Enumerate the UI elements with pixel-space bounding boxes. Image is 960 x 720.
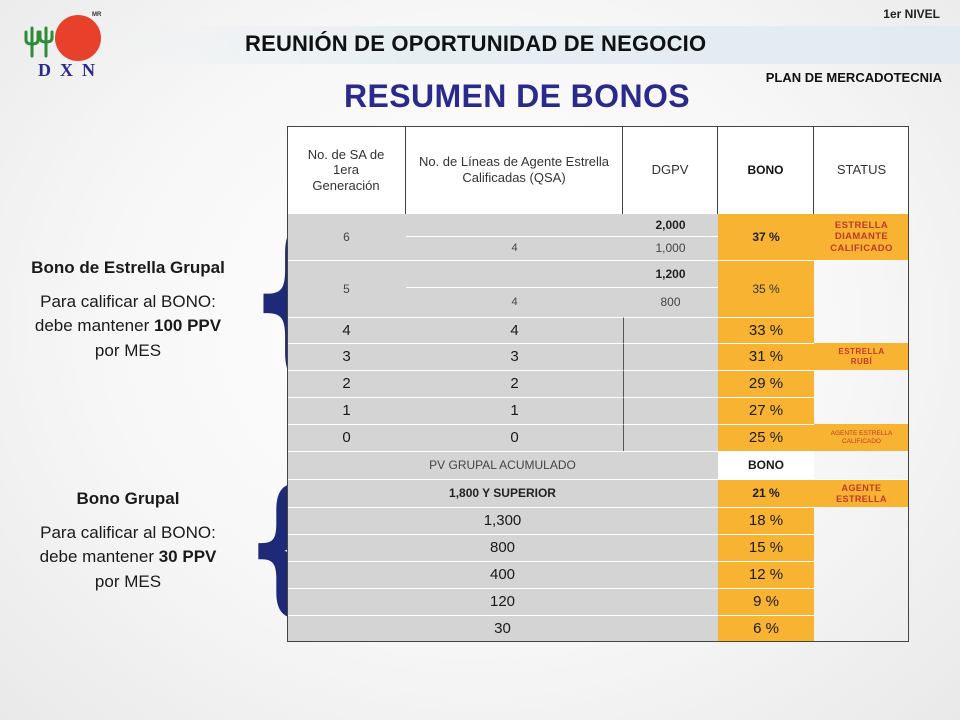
lines-cell: 4 [406, 237, 623, 260]
requirement-text: Para calificar al BONO: debe mantener [39, 522, 216, 567]
sa-cell: 3 [287, 343, 406, 370]
status-cell: ESTRELLA RUBÍ [814, 343, 909, 370]
sa-cell: 4 [287, 317, 406, 343]
lines-cell: 2 [406, 370, 623, 397]
section-label: PLAN DE MERCADOTECNIA [765, 70, 942, 85]
lines-cell: 1 [406, 397, 623, 424]
requirement-period: por MES [94, 341, 162, 361]
pv-cell: 1,800 Y SUPERIOR [287, 479, 718, 507]
pv-cell: 1,300 [287, 507, 718, 534]
header-bono: BONO [718, 126, 814, 214]
lines-cell [406, 214, 623, 237]
lines-cell [406, 260, 623, 288]
pv-cell: 120 [287, 588, 718, 615]
status-cell: ESTRELLA DIAMANTE CALIFICADO [814, 214, 909, 260]
pv-bono-header: BONO [718, 451, 814, 479]
pv-bono-cell: 18 % [718, 507, 814, 534]
bono-cell: 33 % [718, 317, 814, 343]
sa-cell: 1 [287, 397, 406, 424]
bono-cell: 25 % [718, 424, 814, 451]
pv-cell: 30 [287, 615, 718, 642]
pv-bono-cell: 9 % [718, 588, 814, 615]
dxn-logo [18, 10, 118, 80]
header-lines: No. de Líneas de Agente Estrella Calific… [406, 126, 623, 214]
requirement-ppv: 30 PPV [158, 547, 217, 567]
group-bonus-requirement: Para calificar al BONO: debe mantener 30… [28, 521, 228, 595]
dgpv-cell [623, 397, 718, 424]
bono-cell: 35 % [718, 260, 814, 317]
header-dgpv: DGPV [623, 126, 718, 214]
header-band [120, 26, 960, 64]
pv-cell: 800 [287, 534, 718, 561]
pv-cell: 400 [287, 561, 718, 588]
sa-cell: 5 [287, 260, 406, 317]
bono-cell: 37 % [718, 214, 814, 260]
dxn-wordmark: DXN [38, 60, 104, 80]
lines-cell: 0 [406, 424, 623, 451]
star-group-bonus-info: Bono de Estrella Grupal Para calificar a… [28, 256, 228, 364]
dgpv-cell [623, 343, 718, 370]
requirement-ppv: 100 PPV [153, 316, 222, 336]
bono-cell: 29 % [718, 370, 814, 397]
sa-cell: 6 [287, 214, 406, 260]
pv-bono-cell: 12 % [718, 561, 814, 588]
status-cell: AGENTE ESTRELLA CALIFICADO [814, 424, 909, 451]
group-bonus-info: Bono Grupal Para calificar al BONO: debe… [28, 487, 228, 595]
header-sa: No. de SA de 1era Generación [287, 126, 406, 214]
lines-cell: 3 [406, 343, 623, 370]
registered-mark: MR [92, 12, 102, 18]
dgpv-cell [623, 370, 718, 397]
dgpv-cell [623, 317, 718, 343]
dgpv-cell: 1,000 [623, 237, 718, 260]
header-status: STATUS [814, 126, 909, 214]
pv-status-cell: AGENTE ESTRELLA [814, 479, 909, 507]
group-bonus-title: Bono Grupal [76, 489, 180, 508]
pv-bono-cell: 6 % [718, 615, 814, 642]
pv-bono-cell: 15 % [718, 534, 814, 561]
dgpv-cell [623, 424, 718, 451]
sa-cell: 0 [287, 424, 406, 451]
meeting-title: REUNIÓN DE OPORTUNIDAD DE NEGOCIO [245, 31, 707, 56]
page-title: RESUMEN DE BONOS [344, 78, 690, 114]
star-group-bonus-requirement: Para calificar al BONO: debe mantener 10… [28, 290, 228, 364]
requirement-period: por MES [94, 572, 162, 592]
lines-cell: 4 [406, 288, 623, 317]
pv-bono-cell: 21 % [718, 479, 814, 507]
lines-cell: 4 [406, 317, 623, 343]
dgpv-cell: 800 [623, 288, 718, 317]
bono-cell: 27 % [718, 397, 814, 424]
level-label: 1er NIVEL [883, 7, 940, 21]
dgpv-cell: 2,000 [623, 214, 718, 237]
star-group-bonus-title: Bono de Estrella Grupal [31, 258, 225, 277]
bono-cell: 31 % [718, 343, 814, 370]
dgpv-cell: 1,200 [623, 260, 718, 288]
pv-accumulated-header: PV GRUPAL ACUMULADO [287, 451, 718, 479]
requirement-text: Para calificar al BONO: debe mantener [34, 291, 216, 336]
sa-cell: 2 [287, 370, 406, 397]
